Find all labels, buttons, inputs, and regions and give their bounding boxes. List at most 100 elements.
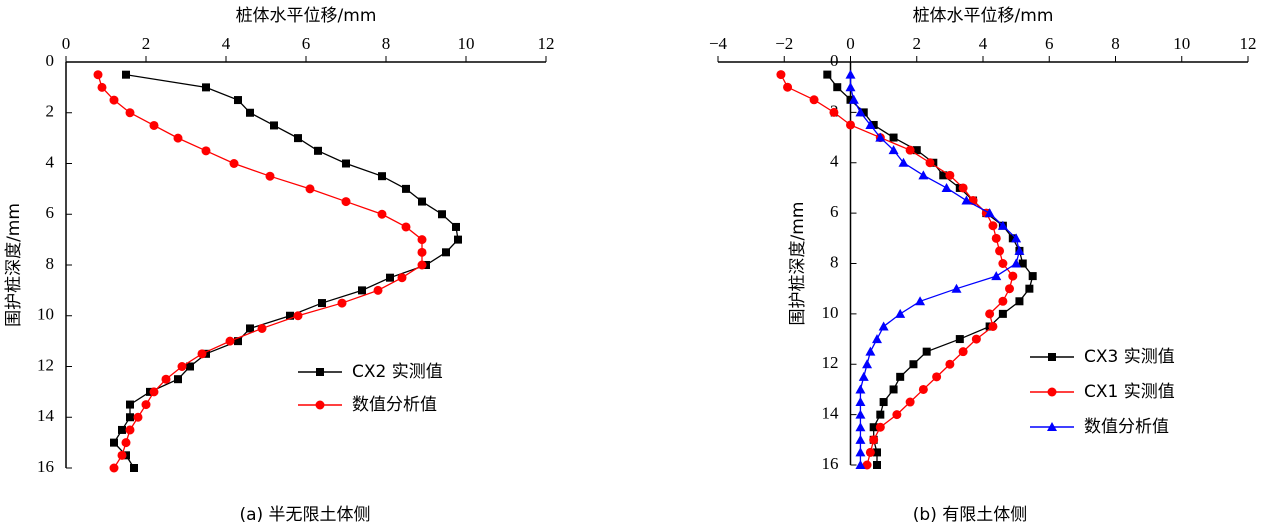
legend-label: CX2 实测值 bbox=[352, 362, 443, 382]
marker bbox=[945, 359, 955, 369]
marker bbox=[125, 108, 135, 118]
marker bbox=[909, 360, 918, 369]
marker bbox=[991, 233, 1001, 243]
marker bbox=[417, 260, 427, 270]
y-tick-label: 8 bbox=[46, 254, 55, 273]
marker bbox=[246, 108, 254, 117]
marker bbox=[109, 463, 119, 473]
marker bbox=[875, 422, 885, 432]
y-tick-label: 16 bbox=[822, 454, 839, 473]
marker bbox=[985, 309, 995, 319]
marker bbox=[865, 346, 876, 356]
marker bbox=[889, 385, 898, 394]
marker bbox=[93, 70, 103, 80]
caption: (b) 有限土体侧 bbox=[913, 505, 1027, 525]
marker bbox=[377, 209, 387, 219]
x-tick-label: 4 bbox=[222, 34, 231, 53]
marker bbox=[873, 448, 881, 457]
series-line bbox=[849, 74, 1021, 465]
marker bbox=[865, 119, 876, 129]
marker bbox=[845, 82, 856, 92]
x-tick-label: 10 bbox=[458, 34, 475, 53]
marker bbox=[1047, 387, 1057, 397]
marker bbox=[865, 447, 875, 457]
marker bbox=[895, 308, 906, 318]
marker bbox=[869, 435, 879, 445]
marker bbox=[1018, 259, 1027, 268]
marker bbox=[442, 248, 450, 257]
marker bbox=[862, 460, 872, 470]
y-tick-label: 14 bbox=[822, 404, 840, 423]
marker bbox=[1025, 284, 1034, 293]
marker bbox=[234, 96, 242, 105]
x-tick-label: 4 bbox=[979, 34, 988, 53]
marker bbox=[898, 157, 909, 167]
marker bbox=[1047, 422, 1057, 431]
marker bbox=[177, 362, 187, 371]
marker bbox=[234, 337, 242, 346]
marker bbox=[915, 296, 926, 306]
y-tick-label: 4 bbox=[830, 152, 839, 171]
marker bbox=[961, 195, 972, 205]
x-tick-label: 8 bbox=[382, 34, 391, 53]
x-tick-label: 6 bbox=[302, 34, 311, 53]
marker bbox=[855, 107, 866, 117]
marker bbox=[133, 412, 143, 422]
marker bbox=[118, 425, 126, 434]
marker bbox=[265, 171, 275, 181]
marker bbox=[122, 70, 130, 79]
y-tick-label: 4 bbox=[46, 152, 55, 171]
marker bbox=[905, 145, 915, 155]
marker bbox=[945, 170, 955, 180]
marker bbox=[855, 422, 866, 432]
marker bbox=[912, 146, 921, 155]
y-tick-label: 10 bbox=[822, 303, 839, 322]
marker bbox=[314, 146, 322, 155]
marker bbox=[225, 336, 235, 346]
marker bbox=[879, 398, 888, 407]
marker bbox=[869, 120, 878, 129]
marker bbox=[1005, 284, 1014, 294]
marker bbox=[888, 145, 899, 155]
marker bbox=[1015, 297, 1024, 306]
y-tick-label: 12 bbox=[37, 355, 54, 374]
marker bbox=[270, 121, 278, 130]
y-tick-label: 16 bbox=[37, 457, 54, 476]
x-tick-label: 6 bbox=[1045, 34, 1054, 53]
marker bbox=[896, 372, 905, 381]
marker bbox=[855, 434, 866, 444]
series-line bbox=[780, 74, 1014, 466]
x-axis-title: 桩体水平位移/mm bbox=[913, 6, 1054, 26]
marker bbox=[126, 413, 134, 422]
marker bbox=[939, 171, 948, 180]
marker bbox=[988, 321, 998, 331]
marker bbox=[316, 368, 324, 376]
marker bbox=[126, 400, 134, 409]
marker bbox=[417, 235, 427, 245]
marker bbox=[998, 296, 1008, 306]
marker bbox=[202, 83, 210, 92]
marker bbox=[958, 183, 968, 193]
marker bbox=[846, 95, 855, 104]
marker bbox=[117, 450, 127, 460]
marker bbox=[833, 83, 842, 92]
marker bbox=[125, 425, 135, 435]
marker bbox=[174, 375, 182, 384]
x-tick-label: 0 bbox=[62, 34, 71, 53]
marker bbox=[951, 283, 962, 293]
marker bbox=[342, 159, 350, 168]
marker bbox=[201, 146, 211, 156]
marker bbox=[995, 246, 1005, 256]
marker bbox=[97, 82, 107, 92]
y-tick-label: 14 bbox=[37, 406, 55, 425]
y-tick-label: 0 bbox=[46, 51, 55, 70]
marker bbox=[855, 409, 866, 419]
marker bbox=[998, 309, 1007, 318]
marker bbox=[984, 208, 995, 218]
marker bbox=[922, 347, 931, 356]
y-tick-label: 0 bbox=[830, 51, 839, 70]
marker bbox=[197, 349, 207, 359]
caption: (a) 半无限土体侧 bbox=[239, 505, 370, 525]
x-tick-label: −2 bbox=[775, 34, 793, 53]
